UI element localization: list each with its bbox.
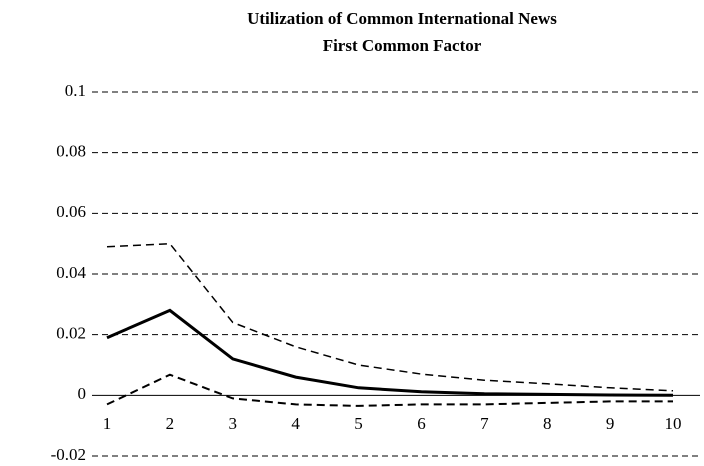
series-line <box>106 373 673 407</box>
x-tick-label: 5 <box>354 414 363 433</box>
series-line <box>106 242 674 392</box>
x-tick-label: 8 <box>543 414 552 433</box>
y-tick-label: 0.06 <box>56 202 86 221</box>
chart-title: Utilization of Common International News <box>247 9 557 28</box>
x-tick-label: 4 <box>291 414 300 433</box>
y-tick-label: 0.02 <box>56 324 86 343</box>
x-tick-label: 9 <box>606 414 615 433</box>
y-tick-label: 0 <box>78 384 87 403</box>
y-tick-label: 0.08 <box>56 142 86 161</box>
y-tick-label: 0.04 <box>56 263 86 282</box>
series-line <box>106 308 674 397</box>
x-tick-label: 2 <box>166 414 175 433</box>
chart-subtitle: First Common Factor <box>323 36 482 55</box>
x-tick-label: 7 <box>480 414 489 433</box>
y-tick-label: 0.1 <box>65 81 86 100</box>
y-tick-label: -0.02 <box>51 445 86 464</box>
x-tick-label: 10 <box>665 414 682 433</box>
x-tick-label: 3 <box>229 414 238 433</box>
x-tick-label: 1 <box>103 414 112 433</box>
x-tick-label: 6 <box>417 414 426 433</box>
